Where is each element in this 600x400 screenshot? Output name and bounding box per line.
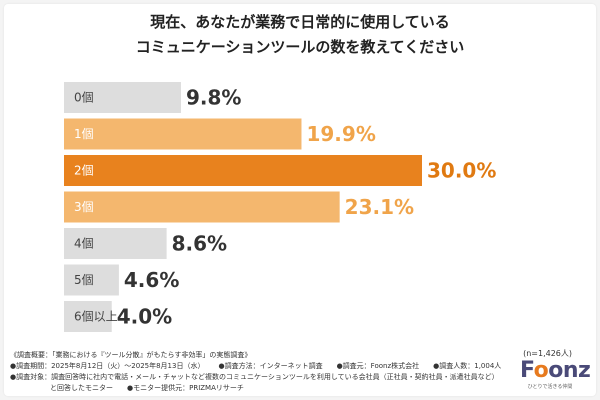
sample-size: (n=1,426人) [523,349,572,358]
foonz-logo: Foonz ひとりで活きる仲間 [520,358,591,391]
value-label-5: 4.6% [124,268,179,292]
category-label-2: 2個 [74,164,94,178]
monitor-provider: ●モニター提供元：PRIZMAリサーチ [127,384,244,392]
footer-line-2: ●調査期間：2025年8月12日（火）～2025年8月13日（水） ●調査方法：イ… [10,361,510,372]
bar-2 [64,155,422,186]
footer-line-1: 《調査概要：「業務における『ツール分散』がもたらす非効率」の実態調査》 [10,351,252,359]
logo-wordmark: Foonz [520,358,591,383]
bar-5 [64,264,119,296]
survey-footer: 《調査概要：「業務における『ツール分散』がもたらす非効率」の実態調査》 ●調査期… [10,350,510,394]
title-line-2: コミュニケーションツールの数を教えてください [135,38,465,56]
chart-title: 現在、あなたが業務で日常的に使用している コミュニケーションツールの数を教えてく… [0,10,600,60]
category-label-0: 0個 [74,91,94,105]
title-line-1: 現在、あなたが業務で日常的に使用している [150,13,450,31]
survey-count: ●調査人数：1,004人 [433,362,502,370]
survey-source: ●調査元：Foonz株式会社 [336,362,420,370]
bar-4 [64,228,167,259]
category-label-3: 3個 [74,200,94,214]
logo-tagline: ひとりで活きる仲間 [527,384,573,390]
value-label-4: 8.6% [172,232,227,256]
bar-0 [64,82,181,113]
bar-1 [64,118,302,150]
category-label-1: 1個 [74,127,94,141]
survey-method: ●調査方法：インターネット調査 [218,362,323,370]
category-label-5: 5個 [74,273,94,287]
bar-6 [64,301,112,332]
footer-line-4: と回答したモニター ●モニター提供元：PRIZMAリサーチ [10,383,510,394]
footer-line-3: ●調査対象：調査回答時に社内で電話・メール・チャットなど複数のコミュニケーション… [10,373,499,381]
value-label-0: 9.8% [186,86,241,110]
survey-period: ●調査期間：2025年8月12日（火）～2025年8月13日（水） [10,362,205,370]
survey-target-end: と回答したモニター [50,384,113,392]
value-label-1: 19.9% [306,122,375,146]
value-label-3: 23.1% [345,195,414,219]
bar-3 [64,191,340,223]
value-label-2: 30.0% [427,159,496,183]
category-label-6: 6個以上 [74,310,118,324]
category-label-4: 4個 [74,237,94,251]
value-label-6: 4.0% [117,305,172,329]
